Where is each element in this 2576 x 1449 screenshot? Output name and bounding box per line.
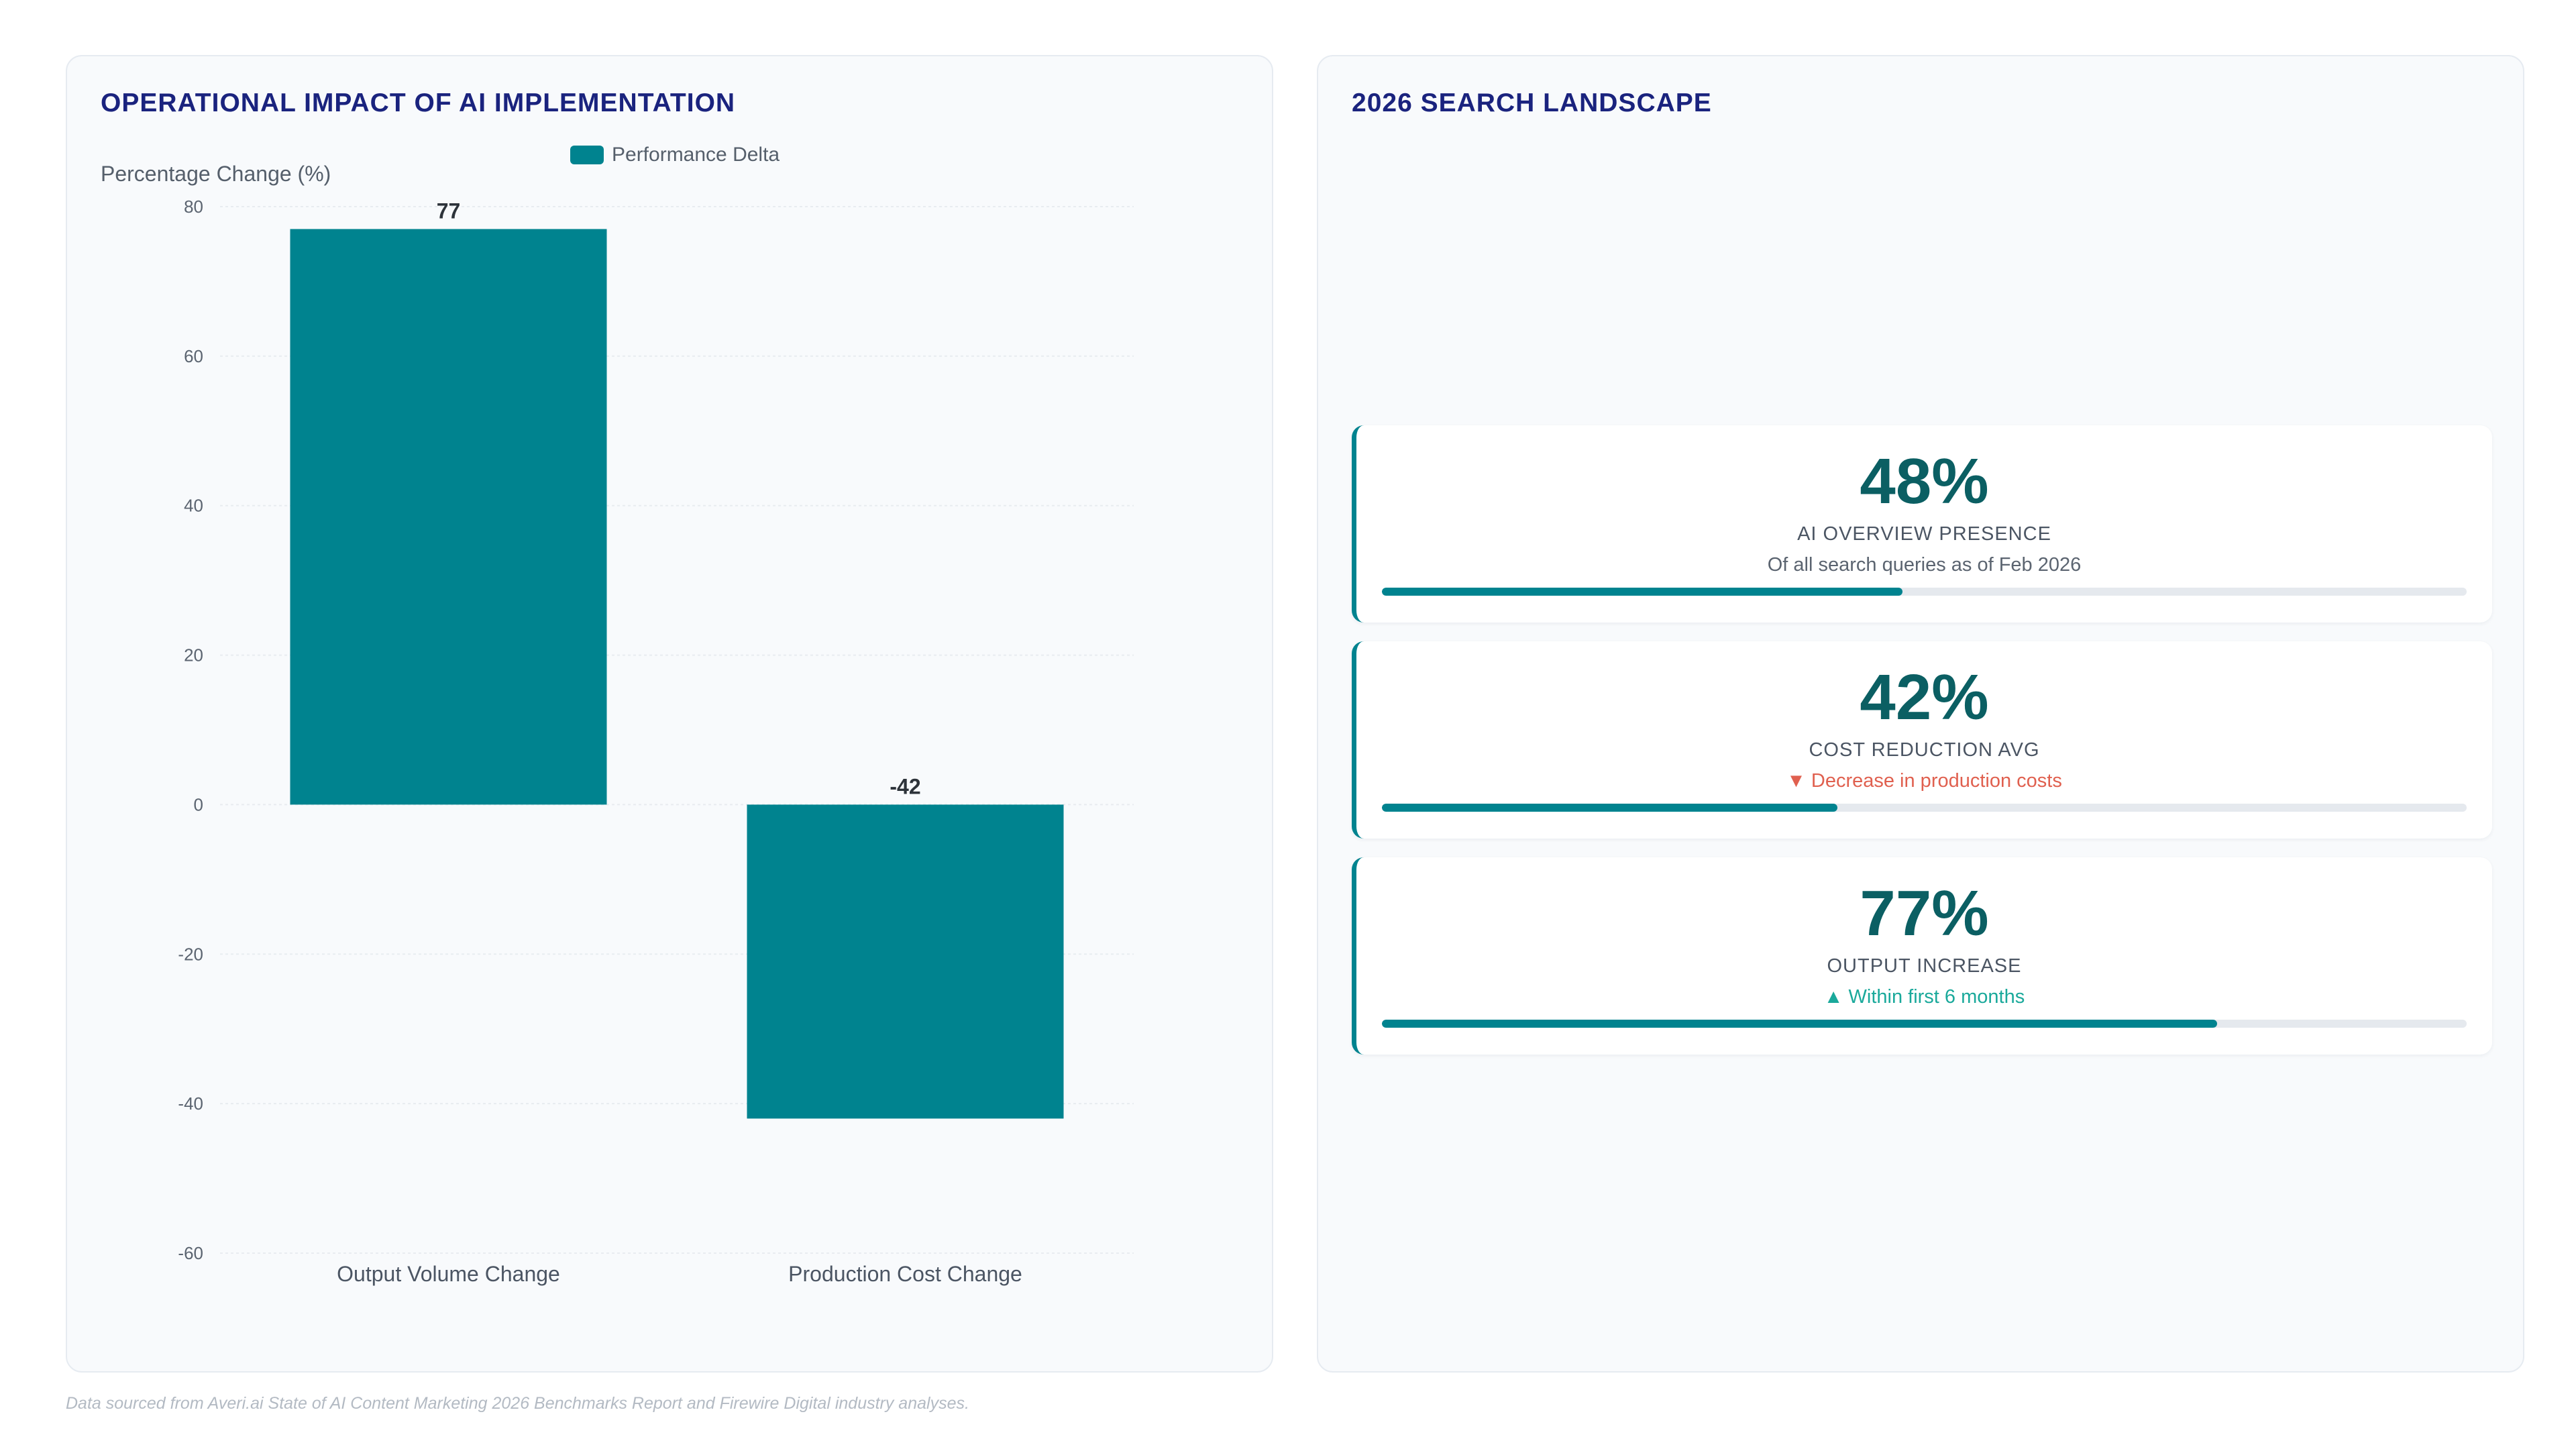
y-axis-title: Percentage Change (%) (101, 162, 331, 186)
chart-panel-title: OPERATIONAL IMPACT OF AI IMPLEMENTATION (101, 89, 736, 117)
y-tick-label: 80 (184, 197, 203, 217)
stat-card-ai-overview: 48% AI OVERVIEW PRESENCE Of all search q… (1352, 425, 2492, 623)
chart-panel: OPERATIONAL IMPACT OF AI IMPLEMENTATION … (66, 55, 1273, 1373)
y-tick-label: 60 (184, 346, 203, 366)
legend-label: Performance Delta (612, 144, 780, 166)
data-label: 77 (437, 199, 461, 223)
progress-fill (1382, 804, 1838, 812)
stat-subtext: Of all search queries as of Feb 2026 (1767, 554, 2082, 576)
bar (290, 229, 607, 805)
search-landscape-panel: 2026 SEARCH LANDSCAPE 48% AI OVERVIEW PR… (1317, 55, 2524, 1373)
progress-track (1382, 1020, 2467, 1028)
y-tick-label: 0 (194, 794, 203, 814)
chart-legend[interactable]: Performance Delta (570, 144, 780, 166)
progress-fill (1382, 588, 1903, 596)
source-footnote: Data sourced from Averi.ai State of AI C… (66, 1394, 969, 1413)
progress-track (1382, 588, 2467, 596)
stat-value: 42% (1860, 661, 1989, 733)
progress-track (1382, 804, 2467, 812)
bar (747, 804, 1064, 1119)
x-tick-label: Output Volume Change (337, 1262, 560, 1286)
x-tick-label: Production Cost Change (788, 1262, 1022, 1286)
data-label: -42 (890, 774, 920, 798)
legend-swatch (570, 146, 604, 164)
search-landscape-title: 2026 SEARCH LANDSCAPE (1352, 89, 1712, 117)
stat-card-cost-reduction: 42% COST REDUCTION AVG ▼ Decrease in pro… (1352, 641, 2492, 839)
y-tick-label: -60 (178, 1243, 203, 1263)
stat-subtext: ▼ Decrease in production costs (1786, 770, 2062, 792)
stat-value: 48% (1860, 445, 1989, 517)
progress-fill (1382, 1020, 2218, 1028)
y-tick-label: -20 (178, 944, 203, 964)
stat-label: OUTPUT INCREASE (1827, 955, 2022, 977)
stat-card-output-increase: 77% OUTPUT INCREASE ▲ Within first 6 mon… (1352, 857, 2492, 1055)
stat-value: 77% (1860, 877, 1989, 949)
y-tick-label: 40 (184, 496, 203, 516)
y-tick-label: -40 (178, 1093, 203, 1114)
stat-label: COST REDUCTION AVG (1809, 739, 2040, 761)
stat-subtext: ▲ Within first 6 months (1823, 986, 2025, 1008)
bar-chart: 80 60 40 20 0 -20 -40 -60 77 Output Volume Change… (178, 197, 1134, 1286)
stat-cards: 48% AI OVERVIEW PRESENCE Of all search q… (1352, 425, 2492, 1073)
stat-label: AI OVERVIEW PRESENCE (1797, 523, 2051, 545)
y-tick-label: 20 (184, 645, 203, 665)
